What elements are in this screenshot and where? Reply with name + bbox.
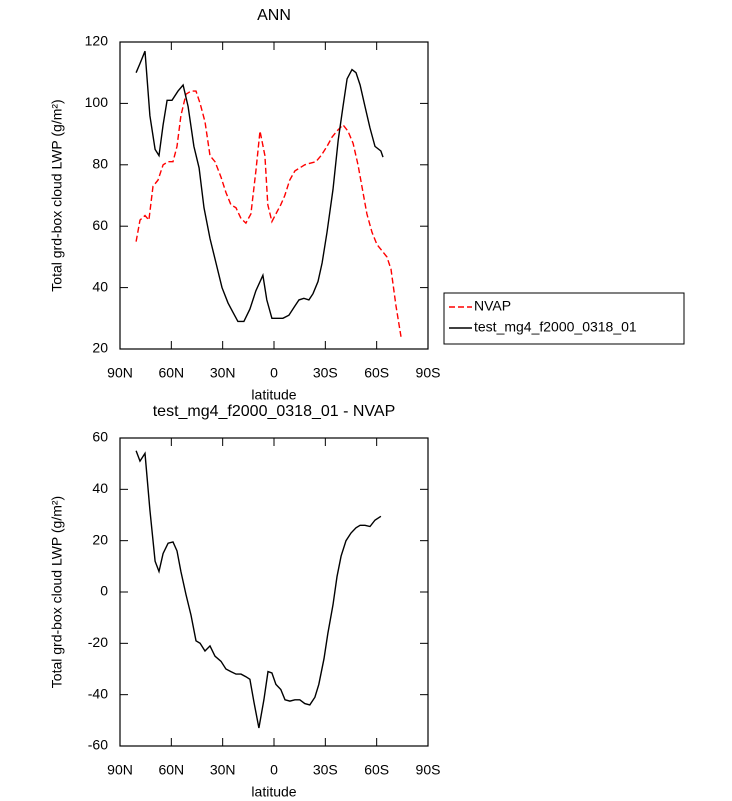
x-tick-label: 0 bbox=[270, 365, 278, 381]
y-tick-label: 80 bbox=[92, 156, 108, 172]
x-tick-label: 60N bbox=[158, 762, 184, 778]
data-line bbox=[135, 90, 402, 337]
x-tick-label: 30S bbox=[313, 762, 338, 778]
y-tick-label: -60 bbox=[88, 737, 108, 753]
y-tick-label: 100 bbox=[85, 94, 109, 110]
x-tick-label: 30S bbox=[313, 365, 338, 381]
y-axis-label: Total grd-box cloud LWP (g/m²) bbox=[49, 496, 65, 688]
x-tick-label: 30N bbox=[210, 365, 236, 381]
chart-title: test_mg4_f2000_0318_01 - NVAP bbox=[153, 403, 396, 420]
x-tick-label: 60S bbox=[364, 365, 389, 381]
x-tick-label: 90S bbox=[416, 762, 441, 778]
y-tick-label: 60 bbox=[92, 217, 108, 233]
y-tick-label: 120 bbox=[85, 33, 109, 49]
legend-label: NVAP bbox=[474, 298, 511, 314]
legend-label: test_mg4_f2000_0318_01 bbox=[474, 319, 637, 335]
x-tick-label: 60N bbox=[158, 365, 184, 381]
plot-frame bbox=[119, 437, 429, 747]
y-tick-label: 40 bbox=[92, 278, 108, 294]
x-axis-label: latitude bbox=[251, 784, 296, 800]
x-tick-label: 60S bbox=[364, 762, 389, 778]
x-tick-label: 90S bbox=[416, 365, 441, 381]
x-axis-label: latitude bbox=[251, 387, 296, 403]
legend-box bbox=[443, 292, 685, 345]
y-tick-label: 60 bbox=[92, 429, 108, 445]
y-tick-label: 0 bbox=[100, 583, 108, 599]
y-tick-label: 40 bbox=[92, 480, 108, 496]
data-line bbox=[135, 50, 384, 323]
chart-title: ANN bbox=[257, 7, 291, 24]
x-tick-label: 30N bbox=[210, 762, 236, 778]
y-axis-label: Total grd-box cloud LWP (g/m²) bbox=[49, 99, 65, 291]
y-tick-label: 20 bbox=[92, 340, 108, 356]
x-tick-label: 90N bbox=[107, 762, 133, 778]
data-line bbox=[135, 450, 382, 729]
y-tick-label: 20 bbox=[92, 531, 108, 547]
plot-frame bbox=[119, 41, 429, 350]
y-tick-label: -40 bbox=[88, 685, 108, 701]
x-tick-label: 0 bbox=[270, 762, 278, 778]
x-tick-label: 90N bbox=[107, 365, 133, 381]
y-tick-label: -20 bbox=[88, 634, 108, 650]
